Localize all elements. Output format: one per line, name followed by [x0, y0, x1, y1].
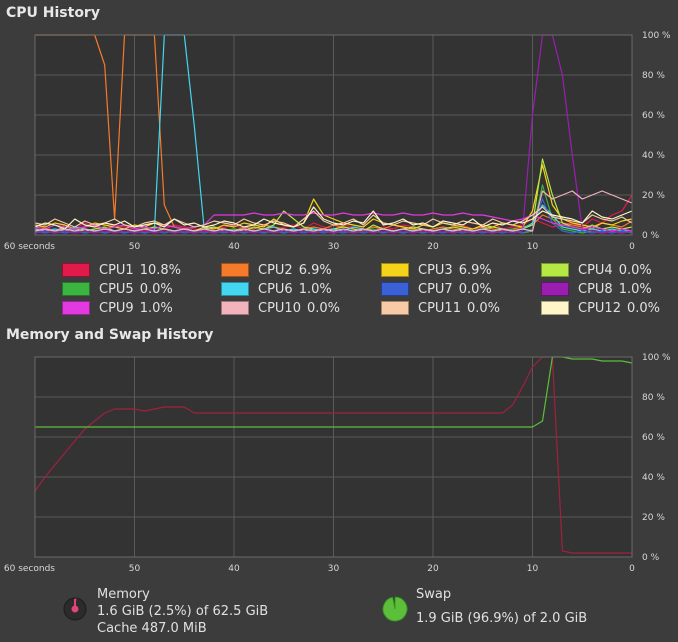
cpu-y-tick-label: 100 %: [642, 31, 671, 41]
color-swatch-cpu11[interactable]: [381, 301, 409, 315]
cpu-y-tick-label: 20 %: [642, 191, 665, 201]
color-swatch-cpu5[interactable]: [62, 282, 90, 296]
legend-cpu-value: 0.0%: [618, 262, 652, 278]
memory-pie-icon[interactable]: [62, 596, 88, 622]
legend-cpu-value: 1.0%: [618, 281, 652, 297]
color-swatch-cpu2[interactable]: [221, 263, 249, 277]
legend-item-cpu3[interactable]: CPU3 6.9%: [381, 262, 541, 278]
mem-y-tick-label: 60 %: [642, 433, 665, 443]
mem-y-tick-label: 40 %: [642, 473, 665, 483]
mem-x-tick-label: 50: [129, 564, 141, 574]
cpu-x-tick-label: 60 seconds: [4, 242, 55, 252]
color-swatch-cpu7[interactable]: [381, 282, 409, 296]
color-swatch-cpu4[interactable]: [541, 263, 569, 277]
legend-cpu-name: CPU7: [418, 281, 453, 297]
cpu-series-cpu3: [34, 164, 633, 232]
mem-plot-border: [34, 356, 633, 558]
legend-cpu-name: CPU9: [99, 300, 134, 316]
legend-item-cpu9[interactable]: CPU9 1.0%: [62, 300, 221, 316]
legend-cpu-name: CPU2: [258, 262, 293, 278]
legend-cpu-value: 0.0%: [466, 300, 501, 316]
color-swatch-cpu12[interactable]: [541, 301, 569, 315]
color-swatch-cpu1[interactable]: [62, 263, 90, 277]
mem-y-tick-label: 100 %: [642, 353, 671, 363]
legend-item-cpu7[interactable]: CPU7 0.0%: [381, 281, 541, 297]
mem-x-tick-label: 10: [527, 564, 539, 574]
cpu-x-tick-label: 20: [427, 242, 439, 252]
legend-cpu-name: CPU5: [99, 281, 134, 297]
cpu-x-tick-label: 30: [328, 242, 340, 252]
mem-x-tick-label: 30: [328, 564, 340, 574]
cpu-plot-border: [34, 34, 633, 236]
legend-cpu-name: CPU3: [418, 262, 453, 278]
memory-swap-chart: 100 % 80 % 60 % 40 % 20 % 0 % 60 seconds 50 40 30…: [4, 353, 671, 574]
mem-y-tick-label: 20 %: [642, 513, 665, 523]
legend-item-cpu6[interactable]: CPU6 1.0%: [221, 281, 381, 297]
mem-x-tick-label: 40: [228, 564, 240, 574]
legend-item-cpu4[interactable]: CPU4 0.0%: [541, 262, 671, 278]
mem-y-tick-label: 80 %: [642, 393, 665, 403]
legend-cpu-name: CPU1: [99, 262, 134, 278]
cpu-series-cpu8: [34, 34, 633, 234]
memory-label: Memory: [97, 587, 150, 602]
legend-item-cpu8[interactable]: CPU8 1.0%: [541, 281, 671, 297]
legend-cpu-value: 0.0%: [139, 281, 173, 297]
legend-cpu-name: CPU8: [578, 281, 613, 297]
color-swatch-cpu8[interactable]: [541, 282, 569, 296]
cpu-series-cpu12: [34, 206, 633, 230]
legend-cpu-value: 10.8%: [139, 262, 182, 278]
legend-cpu-name: CPU10: [258, 300, 301, 316]
cpu-x-tick-label: 0: [629, 242, 635, 252]
cpu-y-tick-label: 0 %: [642, 231, 660, 241]
cpu-y-tick-label: 60 %: [642, 111, 665, 121]
cpu-history-title: CPU History: [6, 5, 100, 21]
legend-item-cpu11[interactable]: CPU11 0.0%: [381, 300, 541, 316]
legend-cpu-name: CPU6: [258, 281, 293, 297]
legend-item-cpu1[interactable]: CPU1 10.8%: [62, 262, 221, 278]
cpu-x-tick-label: 10: [527, 242, 539, 252]
color-swatch-cpu9[interactable]: [62, 301, 90, 315]
legend-cpu-value: 1.0%: [298, 281, 332, 297]
memory-usage: 1.6 GiB (2.5%) of 62.5 GiB: [97, 604, 269, 619]
mem-series-memory: [34, 356, 632, 554]
memory-cache: Cache 487.0 MiB: [97, 621, 207, 636]
legend-cpu-value: 1.0%: [139, 300, 173, 316]
swap-usage: 1.9 GiB (96.9%) of 2.0 GiB: [416, 611, 588, 626]
legend-cpu-value: 0.0%: [458, 281, 492, 297]
legend-cpu-name: CPU4: [578, 262, 613, 278]
color-swatch-cpu3[interactable]: [381, 263, 409, 277]
swap-label: Swap: [416, 587, 452, 602]
legend-item-cpu2[interactable]: CPU2 6.9%: [221, 262, 381, 278]
legend-cpu-value: 6.9%: [298, 262, 332, 278]
cpu-history-chart: 100 % 80 % 60 % 40 % 20 % 0 % 60 seconds 50 40 30…: [4, 31, 671, 252]
cpu-x-tick-label: 40: [228, 242, 240, 252]
legend-cpu-name: CPU11: [418, 300, 461, 316]
legend-item-cpu10[interactable]: CPU10 0.0%: [221, 300, 381, 316]
cpu-legend: CPU1 10.8% CPU2 6.9% CPU3 6.9% CPU4 0.0% CPU5 0.0…: [62, 262, 672, 316]
mem-x-tick-label: 60 seconds: [4, 564, 55, 574]
legend-cpu-value: 0.0%: [306, 300, 341, 316]
cpu-series-cpu10: [34, 190, 633, 232]
legend-item-cpu12[interactable]: CPU12 0.0%: [541, 300, 671, 316]
color-swatch-cpu6[interactable]: [221, 282, 249, 296]
cpu-y-tick-label: 80 %: [642, 71, 665, 81]
mem-y-tick-label: 0 %: [642, 553, 660, 563]
legend-cpu-name: CPU12: [578, 300, 621, 316]
swap-pie-icon[interactable]: [381, 595, 409, 623]
memory-swap-history-title: Memory and Swap History: [6, 327, 214, 343]
cpu-x-tick-label: 50: [129, 242, 141, 252]
mem-series-swap: [35, 356, 633, 428]
cpu-y-tick-label: 40 %: [642, 151, 665, 161]
legend-cpu-value: 0.0%: [626, 300, 661, 316]
legend-cpu-value: 6.9%: [458, 262, 492, 278]
mem-x-tick-label: 20: [427, 564, 439, 574]
legend-item-cpu5[interactable]: CPU5 0.0%: [62, 281, 221, 297]
mem-x-tick-label: 0: [629, 564, 635, 574]
color-swatch-cpu10[interactable]: [221, 301, 249, 315]
